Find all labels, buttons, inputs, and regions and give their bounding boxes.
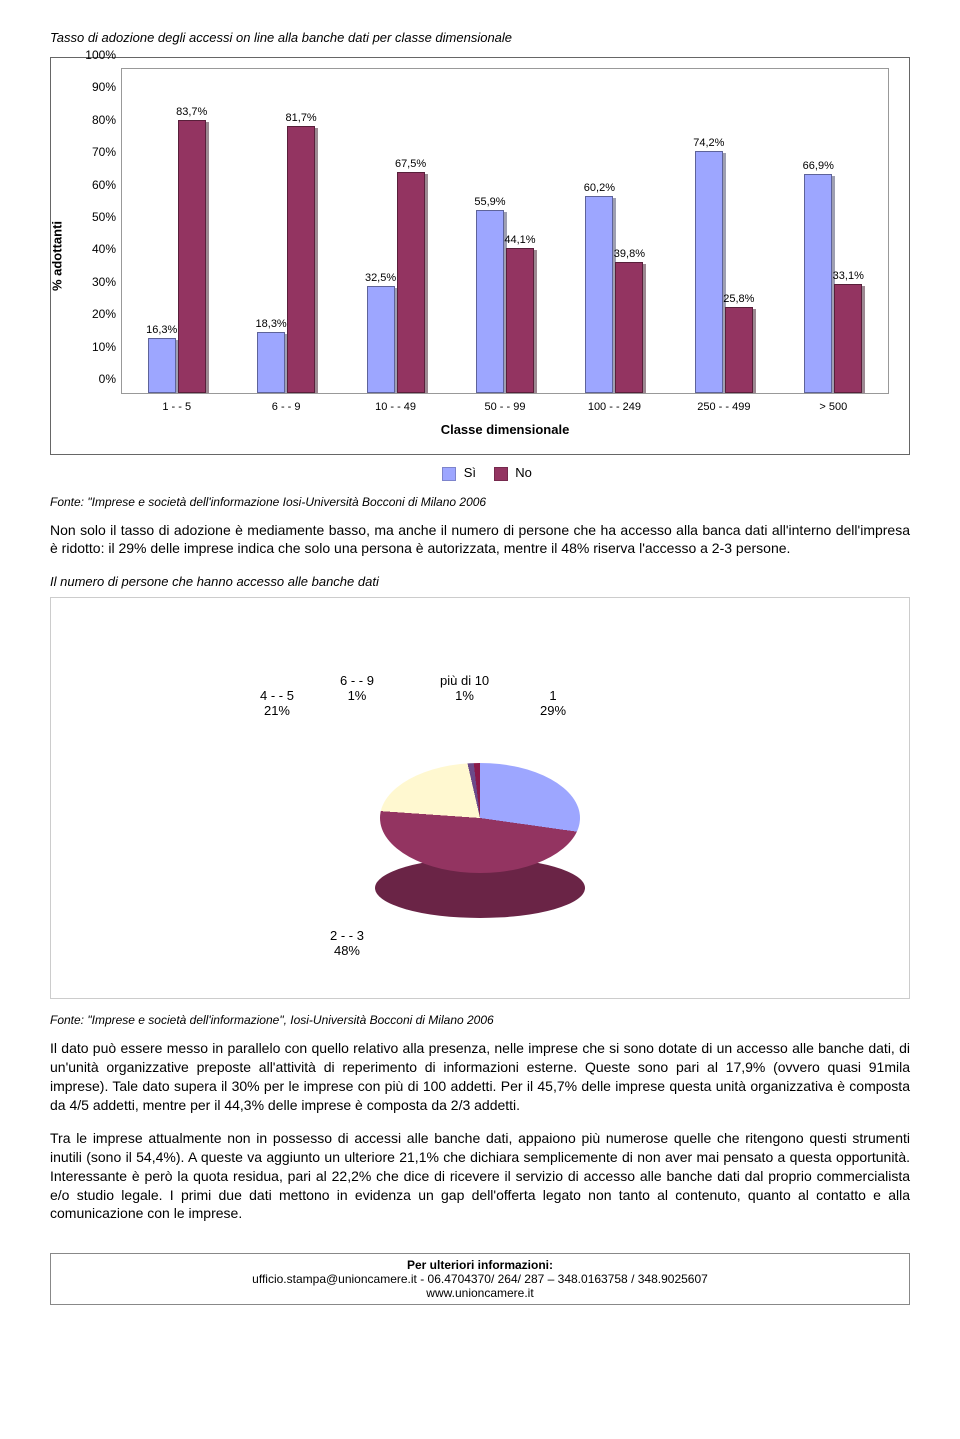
bar: 32,5% [367,69,395,393]
legend-label-no: No [515,465,532,480]
y-tick: 60% [74,178,116,192]
chart1-title: Tasso di adozione degli accessi on line … [50,30,910,45]
legend-swatch-si [442,467,456,481]
bar-value-label: 67,5% [395,158,426,170]
bar-value-label: 25,8% [723,293,754,305]
y-tick: 50% [74,210,116,224]
y-tick: 90% [74,80,116,94]
x-tick: 1 - - 5 [162,401,191,413]
plot-area: Classe dimensionale 0%10%20%30%40%50%60%… [121,68,889,394]
footer: Per ulteriori informazioni: ufficio.stam… [50,1253,910,1305]
x-tick: 250 - - 499 [697,401,750,413]
pie-top [380,763,580,873]
x-tick: > 500 [819,401,847,413]
bar-group: 55,9% 44,1% [450,69,559,393]
bar: 39,8% [615,69,643,393]
bar-group: 16,3% 83,7% [122,69,231,393]
bar: 16,3% [148,69,176,393]
y-tick: 70% [74,145,116,159]
pie-area: 129%2 - - 348%4 - - 521%6 - - 91%più di … [380,718,580,918]
pie-chart: 129% 2 - - 348% 4 - - 521% 6 - - 91% più di … [50,597,910,999]
legend-swatch-no [494,467,508,481]
bar: 81,7% [287,69,315,393]
bar: 66,9% [804,69,832,393]
bar-value-label: 60,2% [584,182,615,194]
pie-subtitle: Il numero di persone che hanno accesso a… [50,574,910,589]
y-axis-label: % adottanti [50,221,65,291]
bar-group: 32,5% 67,5% [341,69,450,393]
pie-slice-label: 129% [540,688,566,718]
bar-value-label: 16,3% [146,324,177,336]
y-tick: 10% [74,340,116,354]
footer-line3: www.unioncamere.it [426,1286,533,1300]
bar-group: 74,2% 25,8% [669,69,778,393]
pie-slice-label: più di 101% [440,673,489,703]
paragraph-1: Non solo il tasso di adozione è mediamen… [50,521,910,559]
bar-value-label: 74,2% [693,137,724,149]
bar-value-label: 18,3% [256,318,287,330]
bar-chart: % adottanti Classe dimensionale 0%10%20%… [50,57,910,455]
source-1: Fonte: "Imprese e società dell'informazi… [50,495,910,509]
source-2: Fonte: "Imprese e società dell'informazi… [50,1013,910,1027]
x-tick: 50 - - 99 [485,401,526,413]
paragraph-2: Il dato può essere messo in parallelo co… [50,1039,910,1115]
bar: 55,9% [476,69,504,393]
footer-line1: Per ulteriori informazioni: [407,1258,553,1272]
legend-label-si: Sì [464,465,476,480]
legend: Sì No [50,465,910,481]
bar: 60,2% [585,69,613,393]
x-tick: 100 - - 249 [588,401,641,413]
bar: 44,1% [506,69,534,393]
bar-value-label: 39,8% [614,248,645,260]
pie-slice-label: 6 - - 91% [340,673,374,703]
bar-value-label: 83,7% [176,106,207,118]
bar: 67,5% [397,69,425,393]
y-tick: 40% [74,242,116,256]
bar: 18,3% [257,69,285,393]
x-tick: 10 - - 49 [375,401,416,413]
bar-value-label: 55,9% [474,196,505,208]
bar-value-label: 33,1% [833,270,864,282]
pie-slice-label: 2 - - 348% [330,928,364,958]
bar-group: 66,9% 33,1% [779,69,888,393]
x-tick: 6 - - 9 [272,401,301,413]
y-tick: 20% [74,307,116,321]
bar: 74,2% [695,69,723,393]
y-tick: 100% [74,48,116,62]
bar-value-label: 66,9% [803,160,834,172]
y-tick: 0% [74,372,116,386]
bar-value-label: 32,5% [365,272,396,284]
y-tick: 80% [74,113,116,127]
bar-value-label: 44,1% [504,234,535,246]
bar-group: 18,3% 81,7% [231,69,340,393]
paragraph-3: Tra le imprese attualmente non in posses… [50,1129,910,1223]
y-tick: 30% [74,275,116,289]
bar: 83,7% [178,69,206,393]
bar-group: 60,2% 39,8% [560,69,669,393]
bar: 33,1% [834,69,862,393]
bar-value-label: 81,7% [286,112,317,124]
footer-line2: ufficio.stampa@unioncamere.it - 06.47043… [252,1272,708,1286]
bar: 25,8% [725,69,753,393]
pie-slice-label: 4 - - 521% [260,688,294,718]
x-axis-label: Classe dimensionale [122,422,888,437]
